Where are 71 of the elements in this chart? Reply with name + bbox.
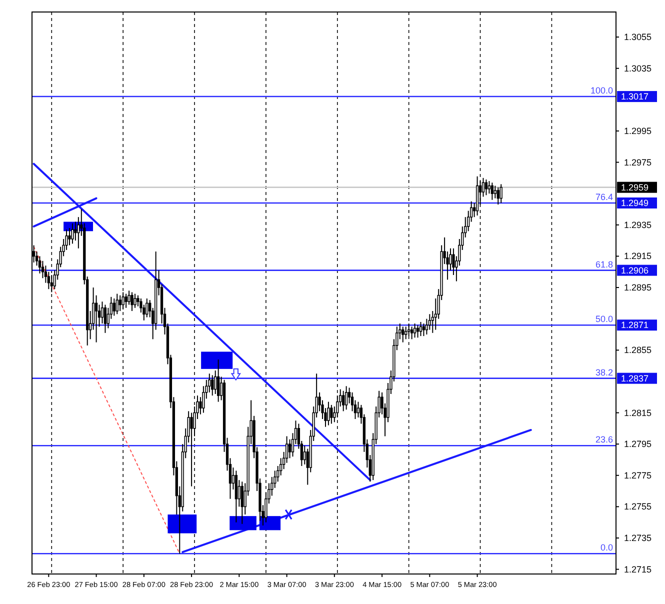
candlestick bbox=[71, 222, 74, 244]
ref-line-label: 1.3017 bbox=[621, 92, 649, 102]
candlestick bbox=[413, 323, 416, 338]
candlestick bbox=[68, 228, 71, 246]
candlestick bbox=[146, 298, 148, 318]
y-tick-label: 1.2775 bbox=[624, 470, 652, 480]
annotation: 50.0 bbox=[595, 314, 613, 324]
candlestick bbox=[327, 401, 330, 426]
candlestick bbox=[345, 386, 348, 410]
candlestick bbox=[422, 323, 426, 337]
annotation: 76.4 bbox=[595, 192, 613, 202]
candlestick bbox=[217, 359, 220, 402]
candlestick bbox=[494, 185, 496, 199]
candlestick bbox=[130, 292, 134, 312]
candlestick bbox=[356, 401, 360, 418]
candlestick bbox=[490, 182, 494, 200]
annotation: 61.8 bbox=[595, 259, 613, 270]
candlestick bbox=[112, 298, 116, 316]
candlestick bbox=[116, 293, 118, 315]
y-tick-label: 1.2735 bbox=[624, 532, 652, 543]
candlestick bbox=[128, 290, 130, 306]
y-tick-label: 1.2755 bbox=[624, 502, 652, 512]
ref-line-label: 1.2949 bbox=[621, 198, 649, 208]
annotation: 23.6 bbox=[595, 434, 613, 445]
y-tick-label: 1.3035 bbox=[624, 63, 652, 74]
candlestick bbox=[342, 390, 345, 412]
candlestick bbox=[488, 180, 491, 194]
candlestick bbox=[100, 301, 104, 324]
candlestick bbox=[134, 293, 136, 308]
y-tick-label: 1.2935 bbox=[624, 220, 652, 230]
candlestick bbox=[50, 274, 53, 293]
candlestick bbox=[211, 374, 214, 396]
y-tick-label: 1.2715 bbox=[624, 564, 652, 574]
candlestick bbox=[500, 184, 502, 204]
candlestick bbox=[214, 370, 217, 394]
ref-line-label: 1.2871 bbox=[621, 320, 649, 330]
candlestick bbox=[330, 404, 333, 424]
candlestick bbox=[41, 260, 44, 279]
annotation: 38.2 bbox=[595, 367, 613, 378]
candlestick bbox=[234, 470, 238, 523]
candlestick bbox=[419, 321, 422, 337]
y-tick-label: 1.2915 bbox=[624, 251, 652, 262]
candlestick bbox=[118, 294, 122, 312]
candlestick bbox=[303, 445, 306, 465]
candlestick bbox=[124, 293, 128, 308]
candlestick bbox=[104, 304, 107, 334]
candlestick bbox=[428, 314, 431, 330]
candlestick bbox=[425, 318, 428, 335]
y-tick-label: 1.2995 bbox=[624, 126, 652, 136]
y-tick-label: 1.2815 bbox=[624, 408, 652, 418]
y-tick-label: 1.2895 bbox=[624, 282, 652, 293]
ref-line-label: 1.2906 bbox=[621, 265, 649, 276]
y-tick-label: 1.2975 bbox=[624, 157, 652, 168]
candlestick bbox=[410, 326, 414, 340]
candlestick bbox=[484, 179, 488, 196]
y-tick-label: 1.2795 bbox=[624, 439, 652, 450]
candlestick bbox=[404, 326, 408, 340]
ref-line-label: 1.2959 bbox=[621, 182, 649, 192]
candlestick bbox=[38, 256, 42, 274]
candlestick bbox=[190, 412, 193, 487]
candlestick bbox=[402, 326, 404, 343]
candlestick bbox=[240, 481, 244, 524]
ref-line-label: 1.2837 bbox=[621, 373, 649, 384]
y-tick-label: 1.2855 bbox=[624, 345, 652, 356]
candlestick bbox=[94, 294, 98, 343]
y-tick-label: 1.3055 bbox=[624, 32, 652, 42]
annotation: 100.0 bbox=[590, 86, 613, 96]
candlestick bbox=[416, 324, 420, 338]
annotation: 0.0 bbox=[600, 542, 613, 553]
candlestick bbox=[496, 186, 500, 206]
candlestick bbox=[74, 221, 77, 242]
